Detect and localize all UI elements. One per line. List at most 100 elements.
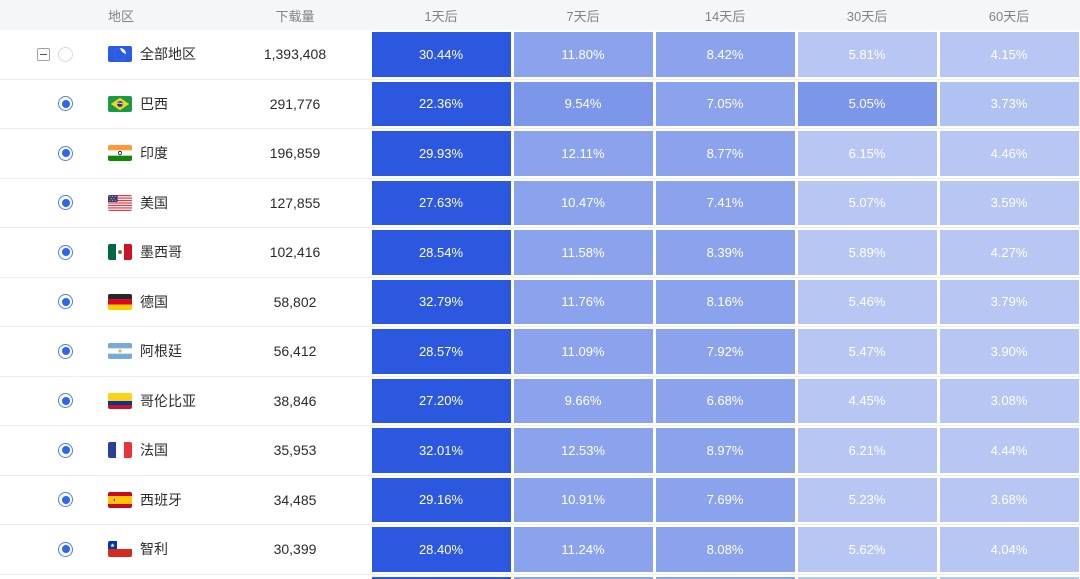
retention-cell: 5.89% [796,228,938,277]
retention-cell: 32.01% [370,426,512,475]
retention-cell: 5.23% [796,476,938,525]
retention-cell-value: 8.16% [655,279,795,324]
retention-cell: 6.15% [796,129,938,178]
retention-cell [796,575,938,579]
region-name: 美国 [140,194,168,211]
retention-cell: 28.40% [370,525,512,574]
table-row: 哥伦比亚 38,846 27.20% 9.66% 6.68% 4.45% 3.08% [0,377,1080,426]
radio-button[interactable] [58,294,73,310]
retention-cell: 3.08% [938,377,1080,426]
retention-cell: 29.16% [370,476,512,525]
retention-cell-value: 5.81% [797,32,937,77]
region-cell: 墨西哥 [108,228,240,277]
retention-cell-value: 8.42% [655,32,795,77]
region-cell: 印度 [108,129,240,178]
retention-cell-value: 8.97% [655,428,795,473]
retention-cell-value: 3.90% [939,329,1079,374]
downloads-value: 102,416 [269,244,321,261]
radio-button[interactable] [58,96,73,112]
table-row-partial [0,575,1080,579]
retention-cell-value: 11.58% [513,230,653,275]
retention-cell-value: 11.24% [513,527,653,572]
retention-cell-value: 9.66% [513,378,653,423]
table-row: 西班牙 34,485 29.16% 10.91% 7.69% 5.23% 3.68% [0,476,1080,525]
retention-cell: 4.04% [938,525,1080,574]
minus-icon [40,53,47,55]
retention-cell-value: 6.15% [797,131,937,176]
retention-cell-value: 4.46% [939,131,1079,176]
flag-chile-icon [108,541,132,558]
retention-cell: 9.66% [512,377,654,426]
region-cell: 西班牙 [108,476,240,525]
retention-cell: 8.08% [654,525,796,574]
retention-cell-value: 4.27% [939,230,1079,275]
region-name: 印度 [140,145,168,162]
row-controls [0,129,108,178]
radio-button[interactable] [58,393,73,409]
column-header-60d: 60天后 [988,8,1030,24]
radio-button[interactable] [58,492,73,508]
radio-button[interactable] [58,244,73,260]
region-name: 德国 [140,293,168,310]
retention-cell-value [939,576,1079,579]
retention-cell-value: 12.11% [513,131,653,176]
retention-cell: 11.24% [512,525,654,574]
collapse-button[interactable] [37,47,50,61]
radio-button[interactable] [58,145,73,161]
radio-button[interactable] [58,46,73,62]
downloads-value: 38,846 [273,392,317,409]
retention-cell-value: 28.40% [371,527,511,572]
radio-button[interactable] [58,541,73,557]
flag-colombia-icon [108,392,132,409]
table-row: 印度 196,859 29.93% 12.11% 8.77% 6.15% 4.46% [0,129,1080,179]
retention-cell: 4.45% [796,377,938,426]
retention-cell-value [655,576,795,579]
column-header-downloads: 下载量 [275,8,315,24]
retention-cell-value: 28.54% [371,230,511,275]
retention-cell-value: 3.08% [939,378,1079,423]
retention-cell-value: 32.01% [371,428,511,473]
radio-button[interactable] [58,343,73,359]
retention-cell-value: 7.92% [655,329,795,374]
retention-cell: 5.05% [796,80,938,129]
retention-cell: 11.58% [512,228,654,277]
spacer [350,30,370,79]
flag-usa-icon [108,194,132,211]
region-cell: 全部地区 [108,30,240,79]
downloads-value: 30,399 [273,541,317,558]
retention-cell: 4.27% [938,228,1080,277]
retention-cell: 30.44% [370,30,512,79]
radio-button[interactable] [58,442,73,458]
retention-cell: 4.44% [938,426,1080,475]
retention-cell: 6.68% [654,377,796,426]
table-row: 阿根廷 56,412 28.57% 11.09% 7.92% 5.47% 3.90% [0,327,1080,377]
downloads-value: 127,855 [269,194,321,211]
retention-cell: 7.92% [654,327,796,376]
table-row: 墨西哥 102,416 28.54% 11.58% 8.39% 5.89% 4.27% [0,228,1080,278]
region-name: 哥伦比亚 [140,392,196,409]
retention-cell-value: 4.15% [939,32,1079,77]
radio-button[interactable] [58,195,73,211]
retention-cell: 9.54% [512,80,654,129]
retention-cell: 11.80% [512,30,654,79]
row-controls [0,327,108,376]
table-row: 智利 30,399 28.40% 11.24% 8.08% 5.62% 4.04% [0,525,1080,575]
region-name: 墨西哥 [140,244,182,261]
column-header-region: 地区 [108,8,135,24]
retention-cell-value: 5.62% [797,527,937,572]
retention-cell-value: 5.46% [797,279,937,324]
retention-cell: 3.79% [938,278,1080,327]
retention-cell-value: 7.69% [655,477,795,522]
retention-cell: 3.90% [938,327,1080,376]
retention-cell: 32.79% [370,278,512,327]
retention-cell: 6.21% [796,426,938,475]
retention-cell-value: 6.68% [655,378,795,423]
spacer [350,327,370,376]
row-controls [0,228,108,277]
region-cell: 美国 [108,179,240,228]
region-name: 西班牙 [140,491,182,508]
row-controls [0,30,108,79]
region-name: 阿根廷 [140,343,182,360]
downloads-value: 196,859 [269,145,321,162]
